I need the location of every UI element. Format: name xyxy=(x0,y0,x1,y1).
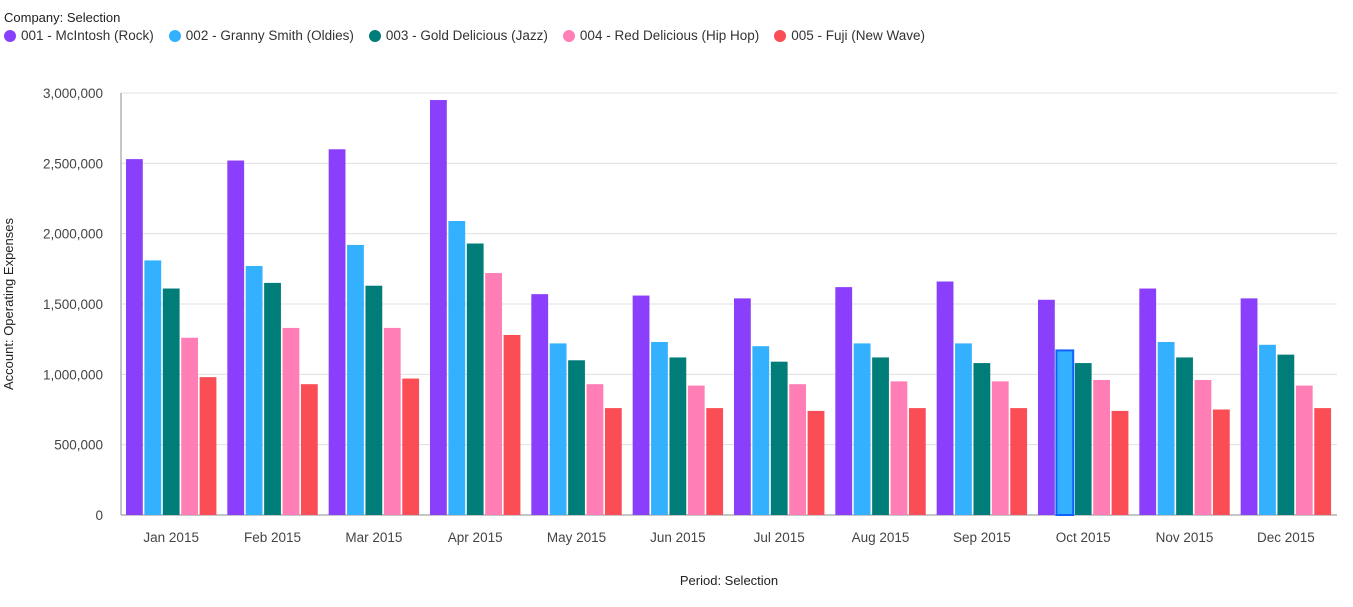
x-tick-label: Jan 2015 xyxy=(143,530,199,545)
bar-3-apr-2015[interactable] xyxy=(466,243,484,515)
legend-swatch xyxy=(774,29,787,42)
y-tick-label: 500,000 xyxy=(54,438,103,453)
x-tick-label: Sep 2015 xyxy=(953,530,1011,545)
bar-2-sep-2015[interactable] xyxy=(955,343,972,515)
legend-label: 003 - Gold Delicious (Jazz) xyxy=(385,28,548,43)
legend-swatch xyxy=(562,29,575,42)
bar-5-aug-2015[interactable] xyxy=(908,408,926,515)
y-tick-label: 1,000,000 xyxy=(43,367,103,382)
bar-3-oct-2015[interactable] xyxy=(1074,363,1092,515)
bar-4-dec-2015[interactable] xyxy=(1295,385,1313,515)
bar-2-feb-2015[interactable] xyxy=(245,266,263,515)
legend-item-4[interactable]: 004 - Red Delicious (Hip Hop) xyxy=(562,28,760,43)
bar-4-oct-2015[interactable] xyxy=(1093,379,1110,515)
bar-2-mar-2015[interactable] xyxy=(347,244,364,516)
bar-3-may-2015[interactable] xyxy=(568,360,585,515)
y-tick-label: 0 xyxy=(95,508,103,523)
bar-2-jun-2015[interactable] xyxy=(651,341,668,515)
bar-2-oct-2015[interactable] xyxy=(1055,349,1075,517)
bar-4-aug-2015[interactable] xyxy=(890,381,908,515)
y-tick-label: 1,500,000 xyxy=(43,297,103,312)
y-tick-label: 3,000,000 xyxy=(43,86,103,101)
bar-3-nov-2015[interactable] xyxy=(1176,357,1193,515)
bar-5-sep-2015[interactable] xyxy=(1010,408,1028,515)
bar-5-dec-2015[interactable] xyxy=(1314,408,1332,515)
bar-1-sep-2015[interactable] xyxy=(936,281,954,515)
legend-label: 001 - McIntosh (Rock) xyxy=(21,28,154,43)
bar-1-jan-2015[interactable] xyxy=(126,159,143,515)
legend-item-3[interactable]: 003 - Gold Delicious (Jazz) xyxy=(368,28,548,43)
legend-label: 002 - Granny Smith (Oldies) xyxy=(185,28,354,43)
bar-3-feb-2015[interactable] xyxy=(264,282,281,515)
bar-5-apr-2015[interactable] xyxy=(503,334,521,515)
bar-5-feb-2015[interactable] xyxy=(300,384,318,515)
x-tick-label: May 2015 xyxy=(547,530,606,545)
bar-4-sep-2015[interactable] xyxy=(991,381,1009,515)
x-tick-label: Dec 2015 xyxy=(1257,530,1315,545)
legend-item-2[interactable]: 002 - Granny Smith (Oldies) xyxy=(168,28,354,43)
bar-3-jul-2015[interactable] xyxy=(770,361,788,515)
bar-5-jan-2015[interactable] xyxy=(199,377,217,515)
x-tick-label: Jul 2015 xyxy=(754,530,805,545)
bar-5-mar-2015[interactable] xyxy=(402,378,420,515)
y-axis-title: Account: Operating Expenses xyxy=(1,218,16,390)
legend-label: 004 - Red Delicious (Hip Hop) xyxy=(579,28,760,43)
bar-5-jul-2015[interactable] xyxy=(807,410,825,515)
bar-2-aug-2015[interactable] xyxy=(853,343,871,515)
bar-5-jun-2015[interactable] xyxy=(706,408,724,515)
bar-1-jun-2015[interactable] xyxy=(632,295,650,515)
y-tick-label: 2,000,000 xyxy=(43,227,103,242)
legend-swatch xyxy=(368,29,381,42)
bar-3-dec-2015[interactable] xyxy=(1277,354,1295,515)
bar-4-jan-2015[interactable] xyxy=(181,337,198,515)
bar-5-oct-2015[interactable] xyxy=(1111,410,1129,515)
bar-3-sep-2015[interactable] xyxy=(973,363,991,515)
bar-3-aug-2015[interactable] xyxy=(872,357,889,515)
bar-2-dec-2015[interactable] xyxy=(1259,344,1276,515)
bar-4-may-2015[interactable] xyxy=(586,384,604,515)
x-axis-title: Period: Selection xyxy=(680,573,778,588)
bar-2-apr-2015[interactable] xyxy=(448,221,466,516)
legend-label: 005 - Fuji (New Wave) xyxy=(791,28,926,43)
bar-1-apr-2015[interactable] xyxy=(430,100,447,516)
bar-1-jul-2015[interactable] xyxy=(734,298,751,515)
bar-3-mar-2015[interactable] xyxy=(365,285,383,515)
bar-1-mar-2015[interactable] xyxy=(328,149,346,515)
bar-1-nov-2015[interactable] xyxy=(1139,288,1157,515)
legend-title: Company: Selection xyxy=(4,10,121,25)
legend-item-5[interactable]: 005 - Fuji (New Wave) xyxy=(774,28,925,43)
bar-1-aug-2015[interactable] xyxy=(835,287,853,515)
bar-1-dec-2015[interactable] xyxy=(1240,298,1258,515)
x-tick-label: Mar 2015 xyxy=(345,530,402,545)
bar-2-nov-2015[interactable] xyxy=(1157,341,1175,515)
bar-4-jul-2015[interactable] xyxy=(789,384,806,515)
bar-4-jun-2015[interactable] xyxy=(687,385,705,515)
bar-4-nov-2015[interactable] xyxy=(1194,379,1212,515)
x-tick-label: Apr 2015 xyxy=(448,530,503,545)
legend-item-1[interactable]: 001 - McIntosh (Rock) xyxy=(4,28,154,43)
bar-4-apr-2015[interactable] xyxy=(485,273,502,515)
bar-5-may-2015[interactable] xyxy=(604,408,622,515)
bar-5-nov-2015[interactable] xyxy=(1212,409,1230,516)
bar-3-jan-2015[interactable] xyxy=(162,288,180,515)
x-tick-label: Aug 2015 xyxy=(852,530,910,545)
x-tick-label: Nov 2015 xyxy=(1156,530,1214,545)
x-tick-label: Feb 2015 xyxy=(244,530,301,545)
bar-4-mar-2015[interactable] xyxy=(383,327,401,515)
bar-2-jul-2015[interactable] xyxy=(752,346,770,515)
bar-2-jan-2015[interactable] xyxy=(144,260,162,515)
bar-3-jun-2015[interactable] xyxy=(669,357,687,515)
bar-1-feb-2015[interactable] xyxy=(227,160,245,515)
legend-swatch xyxy=(4,29,16,42)
x-tick-label: Jun 2015 xyxy=(650,530,706,545)
bar-2-may-2015[interactable] xyxy=(549,343,567,515)
y-tick-label: 2,500,000 xyxy=(43,156,103,171)
legend-swatch xyxy=(168,29,181,42)
x-tick-label: Oct 2015 xyxy=(1056,530,1111,545)
bar-1-oct-2015[interactable] xyxy=(1038,299,1055,515)
bar-1-may-2015[interactable] xyxy=(531,294,549,515)
bar-4-feb-2015[interactable] xyxy=(282,327,300,515)
legend: 001 - McIntosh (Rock) 002 - Granny Smith … xyxy=(4,28,940,43)
